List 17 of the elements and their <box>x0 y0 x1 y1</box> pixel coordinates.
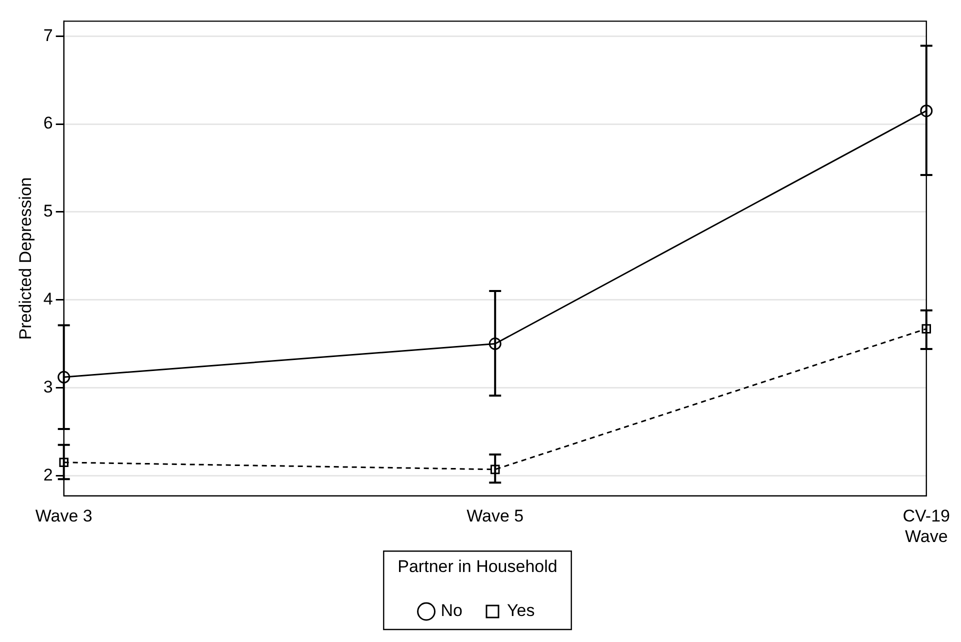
x-tick-label: Wave 5 <box>466 506 524 526</box>
point <box>490 464 500 474</box>
point <box>920 104 933 118</box>
x-tick-label: Wave 3 <box>35 506 92 526</box>
point <box>488 338 502 350</box>
y-axis-title: Predicted Depression <box>16 177 35 340</box>
y-tick-label: 5 <box>43 202 53 221</box>
y-tick-label: 2 <box>43 465 53 484</box>
y-tick-label: 4 <box>43 289 53 308</box>
legend-label: No <box>440 601 462 620</box>
y-tick-label: 6 <box>43 114 53 133</box>
y-tick-label: 7 <box>43 26 53 45</box>
point <box>922 324 932 334</box>
legend-label: Yes <box>507 601 535 620</box>
x-tick-label: CV-19 Wave <box>902 506 950 546</box>
legend-title: Partner in Household <box>398 556 558 576</box>
y-tick-label: 3 <box>43 377 53 396</box>
